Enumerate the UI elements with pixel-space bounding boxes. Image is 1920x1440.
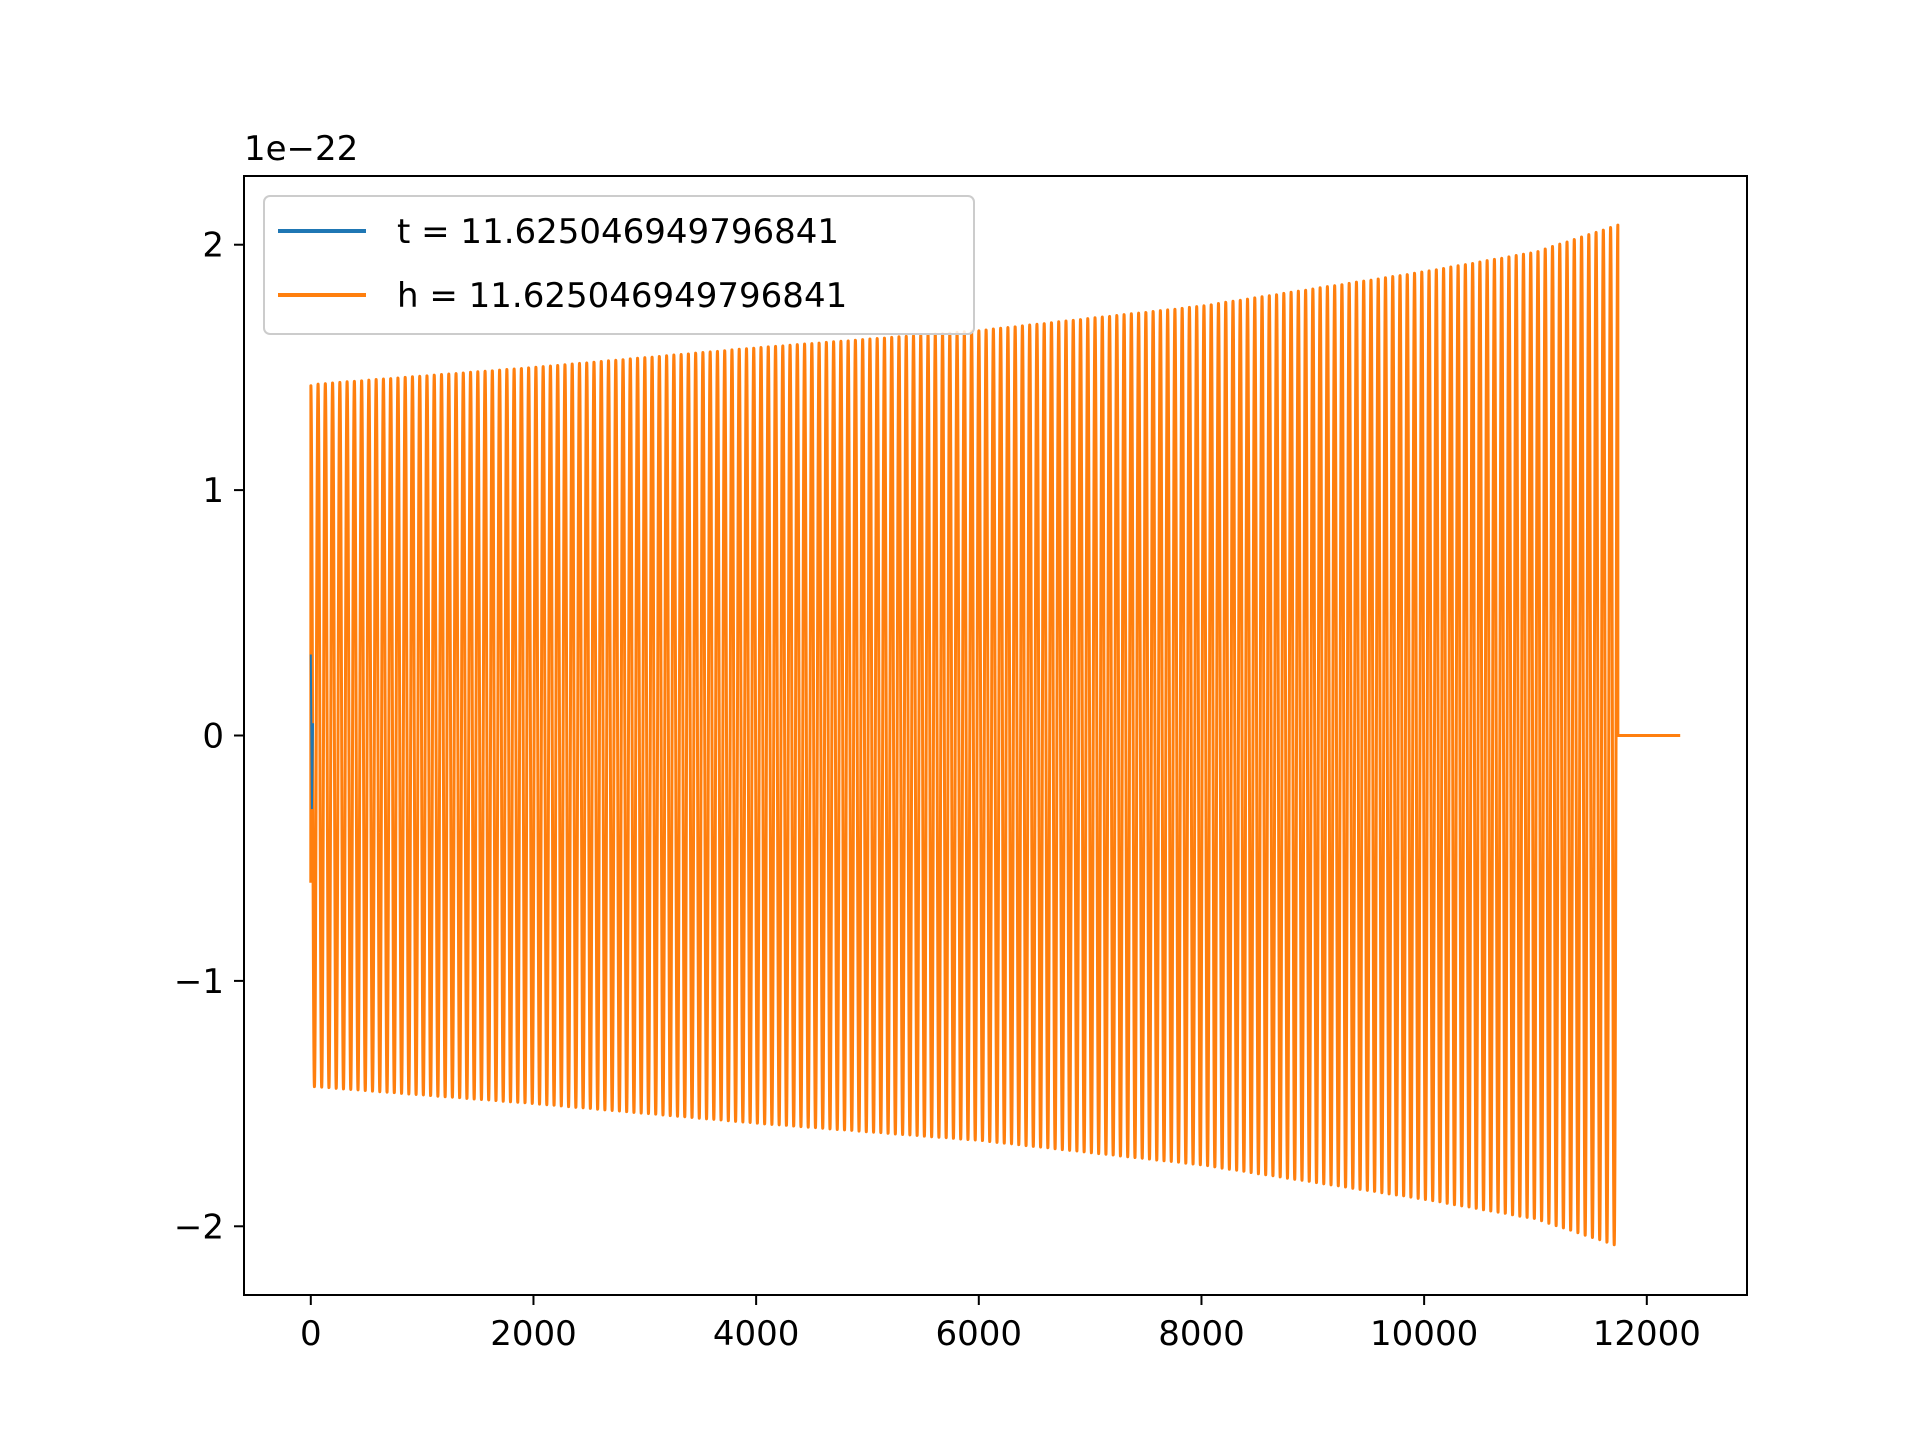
x-tick-label: 0	[300, 1314, 322, 1354]
x-tick-label: 8000	[1158, 1314, 1245, 1354]
legend-label: h = 11.625046949796841	[397, 276, 847, 316]
y-tick-label: −2	[174, 1207, 224, 1247]
y-tick-label: −1	[174, 962, 224, 1002]
y-tick-label: 0	[202, 717, 224, 757]
x-axis: 0 2000 4000 6000 8000 10000 12000	[300, 1295, 1701, 1354]
x-tick-label: 6000	[936, 1314, 1023, 1354]
legend-label: t = 11.625046949796841	[397, 212, 839, 252]
x-tick-label: 2000	[490, 1314, 577, 1354]
legend-box	[263, 195, 975, 335]
series-layer	[309, 223, 1681, 1247]
y-tick-label: 2	[202, 226, 224, 266]
legend: t = 11.625046949796841 h = 11.62504694979…	[263, 195, 975, 335]
x-tick-label: 4000	[713, 1314, 800, 1354]
x-tick-label: 10000	[1370, 1314, 1478, 1354]
x-tick-label: 12000	[1593, 1314, 1701, 1354]
y-tick-label: 1	[202, 471, 224, 511]
series-h-line	[309, 223, 1681, 1247]
y-axis: −2 −1 0 1 2	[174, 226, 244, 1247]
y-offset-label: 1e−22	[244, 129, 358, 169]
series-t-line	[309, 654, 315, 810]
